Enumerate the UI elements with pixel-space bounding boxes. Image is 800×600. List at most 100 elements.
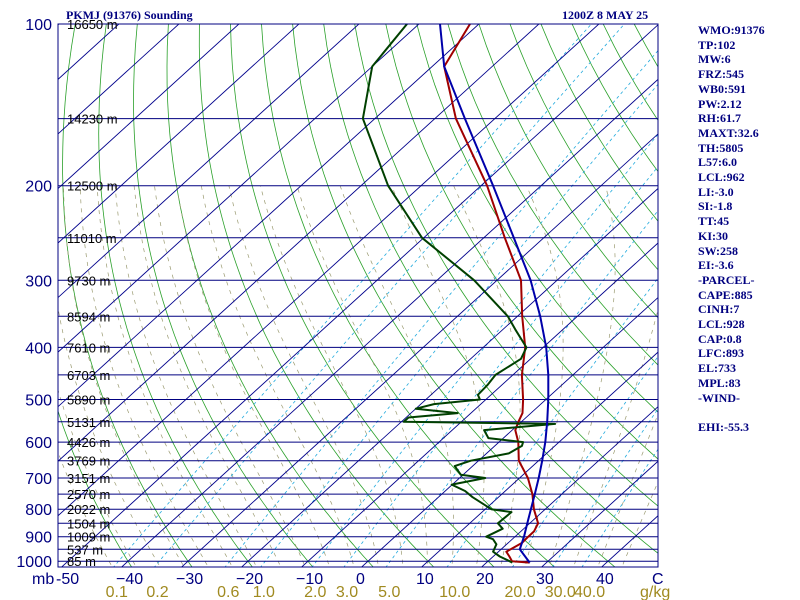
mixing-ratio-line [343,166,658,567]
temperature-tick-label: C [652,571,664,588]
isotherm-line [300,242,658,567]
isotherm-line [240,187,658,567]
moist-adiabat-line [176,185,330,567]
temperature-tick-label: −20 [236,571,263,588]
moist-adiabat-line [621,481,658,567]
dry-adiabat-line [354,24,658,507]
moist-adiabat-line [133,185,282,567]
stat-line: -WIND- [698,390,740,405]
stat-line: KI:30 [698,228,728,243]
pressure-tick-label: 300 [25,273,52,290]
stats-panel: WMO:91376 TP:102 MW:6 FRZ:545 WB0:591 PW:2.12… [698,23,798,435]
dry-adiabat-line [198,24,435,567]
mixing-ratio-line [153,24,625,567]
isotherm-line [58,24,420,353]
mixing-ratio-line [224,49,658,567]
stat-line: PW:2.12 [698,96,742,111]
isotherm-line [58,24,180,135]
pressure-tick-label: 400 [25,340,52,357]
plot-background [58,24,658,567]
stat-line: SI:-1.8 [698,199,733,214]
mixing-ratio-label: 0.6 [217,584,239,600]
mixing-ratio-line [113,24,592,567]
isotherm-line [360,296,658,567]
height-label: 5890 m [67,393,110,408]
moist-adiabat-line [228,185,379,567]
isotherm-line [120,78,658,567]
isotherm-line [540,460,658,567]
height-label: 85 m [67,554,96,569]
height-label: 7610 m [67,340,110,355]
height-label: 537 m [67,542,103,557]
height-label: 8594 m [67,309,110,324]
pressure-tick-label: 200 [25,179,52,196]
stat-line [698,405,798,420]
isotherm-line [0,12,12,573]
temperature-tick-label: −10 [296,571,323,588]
height-label: 3769 m [67,454,110,469]
mixing-ratio-line [511,355,658,567]
mixing-ratio-line [260,83,658,567]
dry-adiabat-line [58,409,133,567]
stat-line: EI:-3.6 [698,258,734,273]
isotherm-line [180,133,658,567]
mixing-ratio-line [385,210,658,567]
moist-adiabat-line [573,308,658,567]
stat-line: L57:6.0 [698,155,737,170]
dry-adiabat-line [98,24,253,567]
temperature-tick-label: −40 [116,571,143,588]
dry-adiabat-line [509,24,658,271]
isotherm-line [58,24,540,462]
stat-line: WB0:591 [698,81,746,96]
dry-adiabat-line [478,24,658,319]
stat-line: MPL:83 [698,375,741,390]
stat-line: LCL:928 [698,317,745,332]
mixing-ratio-label: 1.0 [253,584,275,600]
dry-adiabat-line [447,24,658,366]
stat-line: MAXT:32.6 [698,125,759,140]
stat-line: WMO:91376 [698,23,765,37]
stat-line: EL:733 [698,361,737,376]
moist-adiabat-line [79,185,209,567]
stat-line: -PARCEL- [698,272,755,287]
moist-adiabat-line [260,185,404,567]
temperature-tick-label: −30 [176,571,203,588]
stat-line: CINH:7 [698,302,740,317]
moist-adiabat-line [58,305,161,567]
dry-adiabat-line [261,24,556,567]
moist-adiabat-line [114,185,257,567]
isotherm-line [58,24,480,408]
mixing-ratio-label: 3.0 [336,584,358,600]
moist-adiabat-line [58,388,137,567]
stat-line: RH:61.7 [698,111,741,126]
moist-adiabat-line [154,185,306,567]
pressure-tick-label: 100 [25,17,52,34]
stat-line: LFC:893 [698,346,744,361]
pressure-tick-label: 600 [25,435,52,452]
moist-adiabat-line [339,185,454,567]
mixing-ratio-label: g/kg [640,584,670,600]
temperature-tick-label: 30 [536,571,554,588]
stat-line: EHI:-55.3 [698,419,749,434]
plot-frame [57,23,659,568]
parcel-profile [439,24,550,564]
moist-adiabat-line [200,185,355,567]
height-label: 14230 m [67,112,118,127]
pressure-tick-label: 1000 [16,554,52,571]
height-label: 12500 m [67,179,118,194]
dewpoint-profile [361,24,557,564]
stat-line: TH:5805 [698,140,744,155]
moist-adiabat-line [597,413,658,567]
stat-line: TP:102 [698,37,736,52]
moist-adiabat-line [548,185,616,567]
isotherm-line [58,24,600,517]
height-label: 2570 m [67,487,110,502]
moist-adiabat-line [96,185,233,567]
isotherm-line [58,24,300,244]
stat-line: SW:258 [698,243,739,258]
height-label: 1504 m [67,516,110,531]
stat-line: CAP:0.8 [698,331,742,346]
isotherm-line [420,351,658,567]
temperature-tick-label: 10 [416,571,434,588]
